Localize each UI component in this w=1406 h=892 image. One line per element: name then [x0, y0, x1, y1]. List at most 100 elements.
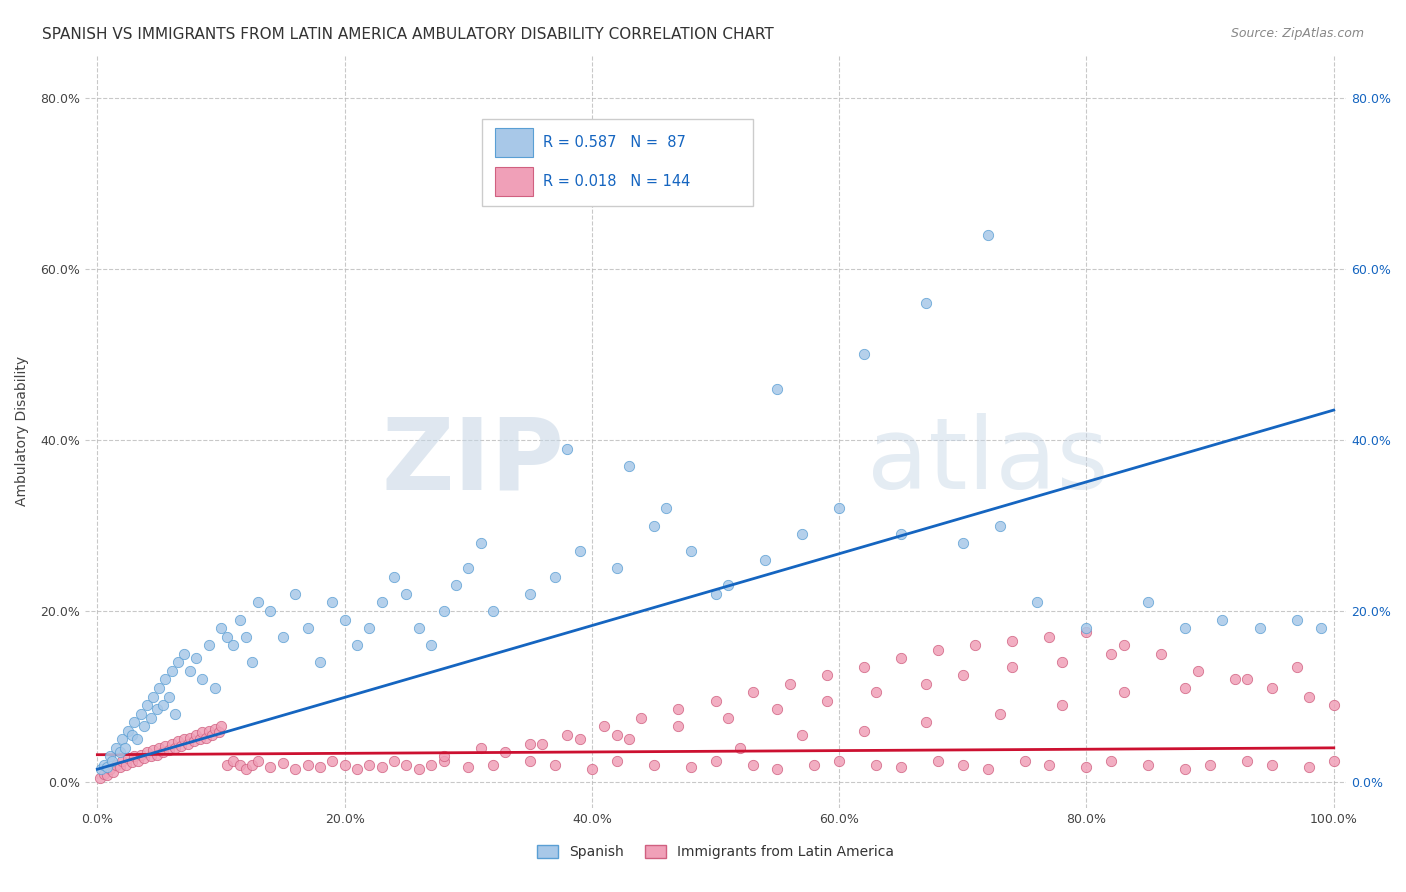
Point	[173, 732, 195, 747]
Point	[297, 758, 319, 772]
Point	[1038, 630, 1060, 644]
Point	[104, 758, 127, 772]
Point	[790, 728, 813, 742]
Point	[457, 561, 479, 575]
Point	[606, 561, 628, 575]
Point	[482, 604, 505, 618]
Point	[568, 732, 591, 747]
Point	[717, 711, 740, 725]
Point	[142, 742, 165, 756]
Point	[865, 685, 887, 699]
Point	[155, 739, 177, 753]
Point	[890, 527, 912, 541]
Point	[1261, 758, 1284, 772]
Point	[432, 604, 454, 618]
Point	[235, 762, 257, 776]
Point	[555, 728, 578, 742]
Point	[408, 621, 430, 635]
Point	[186, 651, 208, 665]
Point	[173, 647, 195, 661]
Point	[98, 762, 121, 776]
Text: atlas: atlas	[868, 413, 1108, 510]
Point	[1050, 698, 1073, 712]
Point	[179, 664, 201, 678]
FancyBboxPatch shape	[495, 168, 533, 196]
Point	[217, 630, 239, 644]
Point	[321, 754, 343, 768]
Point	[309, 656, 332, 670]
Point	[704, 754, 727, 768]
Point	[803, 758, 825, 772]
Text: R = 0.587   N =  87: R = 0.587 N = 87	[543, 135, 686, 150]
Point	[470, 740, 492, 755]
Y-axis label: Ambulatory Disability: Ambulatory Disability	[15, 357, 30, 507]
Point	[103, 764, 125, 779]
Point	[217, 758, 239, 772]
Point	[630, 711, 652, 725]
Point	[544, 758, 567, 772]
Point	[890, 651, 912, 665]
Point	[166, 656, 188, 670]
Point	[93, 758, 115, 772]
Point	[165, 706, 187, 721]
Point	[606, 754, 628, 768]
Point	[114, 740, 136, 755]
Point	[444, 578, 467, 592]
Point	[145, 747, 167, 762]
Point	[370, 759, 392, 773]
Point	[134, 719, 156, 733]
Point	[104, 740, 127, 755]
Point	[129, 706, 152, 721]
Point	[160, 737, 183, 751]
Point	[1050, 656, 1073, 670]
Point	[1038, 758, 1060, 772]
Point	[209, 719, 232, 733]
Point	[259, 759, 281, 773]
Point	[160, 664, 183, 678]
Point	[952, 758, 974, 772]
Point	[952, 535, 974, 549]
Point	[927, 754, 949, 768]
Point	[927, 642, 949, 657]
Point	[183, 734, 205, 748]
Point	[382, 570, 405, 584]
Point	[668, 702, 690, 716]
Point	[852, 347, 875, 361]
Point	[1001, 659, 1024, 673]
Text: R = 0.018   N = 144: R = 0.018 N = 144	[543, 174, 690, 189]
Point	[284, 762, 307, 776]
Point	[188, 732, 211, 747]
Point	[643, 518, 665, 533]
Point	[321, 595, 343, 609]
Point	[127, 754, 149, 768]
Point	[766, 382, 789, 396]
Point	[1099, 754, 1122, 768]
Point	[395, 758, 418, 772]
Point	[593, 719, 616, 733]
Point	[134, 751, 156, 765]
Point	[1249, 621, 1271, 635]
Point	[207, 725, 229, 739]
Text: Source: ZipAtlas.com: Source: ZipAtlas.com	[1230, 27, 1364, 40]
Point	[346, 638, 368, 652]
Point	[247, 754, 270, 768]
Point	[382, 754, 405, 768]
Point	[965, 638, 987, 652]
Point	[284, 587, 307, 601]
Point	[228, 613, 250, 627]
Point	[186, 728, 208, 742]
Point	[1099, 647, 1122, 661]
Point	[1001, 634, 1024, 648]
Point	[568, 544, 591, 558]
Point	[606, 728, 628, 742]
Point	[914, 715, 936, 730]
Point	[139, 749, 162, 764]
Point	[617, 458, 640, 473]
Point	[914, 676, 936, 690]
Point	[668, 719, 690, 733]
Point	[228, 758, 250, 772]
Point	[544, 570, 567, 584]
Point	[157, 690, 180, 704]
Point	[754, 552, 776, 566]
Point	[976, 227, 998, 242]
